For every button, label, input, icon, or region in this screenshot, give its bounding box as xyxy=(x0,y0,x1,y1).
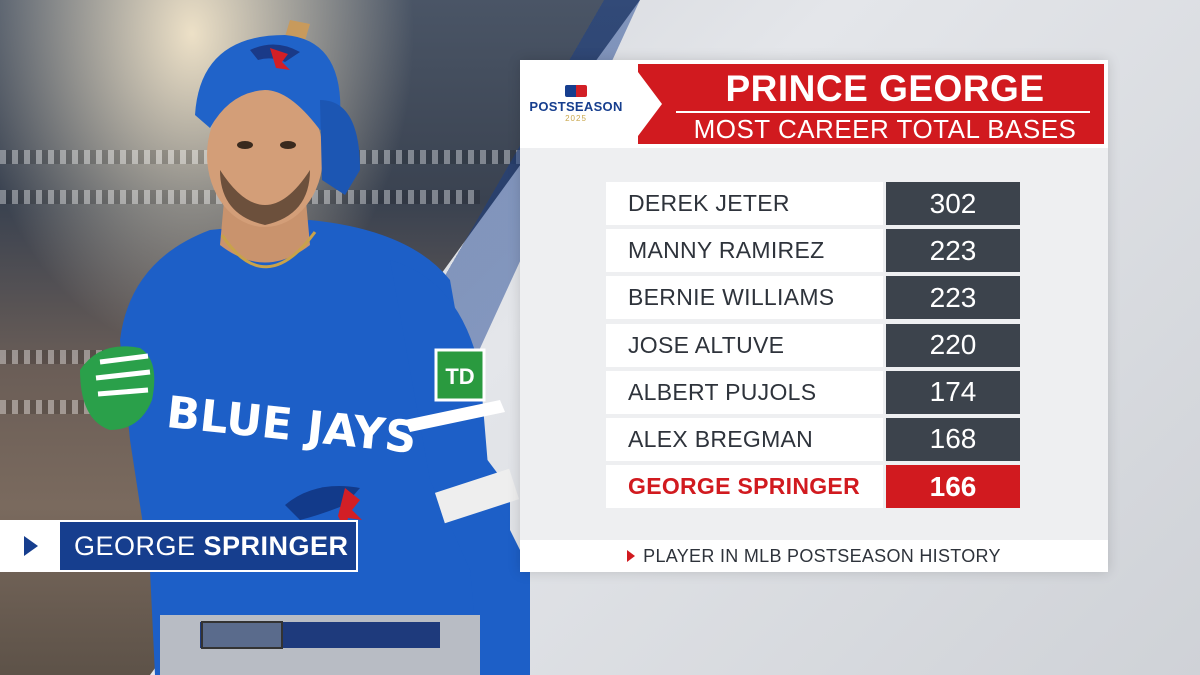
total-bases-value: 174 xyxy=(886,370,1020,414)
player-name: DEREK JETER xyxy=(606,182,883,225)
leaderboard: DEREK JETER 302 MANNY RAMIREZ 223 BERNIE… xyxy=(606,182,1020,512)
total-bases-value: 220 xyxy=(886,323,1020,367)
player-name: ALEX BREGMAN xyxy=(606,417,883,461)
total-bases-value: 223 xyxy=(886,229,1020,273)
mlb-logo-icon xyxy=(565,85,587,97)
player-first-name: GEORGE xyxy=(74,530,196,561)
player-last-name: SPRINGER xyxy=(203,530,349,561)
player-photo: TD BLUE JAYS xyxy=(80,20,530,675)
title-banner: PRINCE GEORGE MOST CAREER TOTAL BASES xyxy=(632,64,1104,144)
leaderboard-row: MANNY RAMIREZ 223 xyxy=(606,229,1020,273)
player-name-tag: GEORGE SPRINGER xyxy=(0,520,358,572)
player-name-bar: GEORGE SPRINGER xyxy=(60,522,356,570)
panel-footer: PLAYER IN MLB POSTSEASON HISTORY xyxy=(520,540,1108,572)
title-divider xyxy=(676,111,1090,113)
player-name: JOSE ALTUVE xyxy=(606,323,883,367)
footer-text: PLAYER IN MLB POSTSEASON HISTORY xyxy=(643,545,1001,566)
player-name: MANNY RAMIREZ xyxy=(606,229,883,273)
leaderboard-row: ALBERT PUJOLS 174 xyxy=(606,370,1020,414)
leaderboard-row: ALEX BREGMAN 168 xyxy=(606,417,1020,461)
player-name: GEORGE SPRINGER xyxy=(606,465,883,509)
total-bases-value: 168 xyxy=(886,417,1020,461)
postseason-logo: POSTSEASON 2025 xyxy=(520,60,632,148)
player-name: ALBERT PUJOLS xyxy=(606,370,883,414)
postseason-logo-text: POSTSEASON xyxy=(529,99,623,114)
postseason-logo-year: 2025 xyxy=(565,114,587,123)
leaderboard-row-highlighted: GEORGE SPRINGER 166 xyxy=(606,465,1020,509)
td-patch-text: TD xyxy=(445,364,474,389)
leaderboard-row: BERNIE WILLIAMS 223 xyxy=(606,276,1020,320)
graphic-subtitle: MOST CAREER TOTAL BASES xyxy=(693,114,1077,144)
total-bases-value: 166 xyxy=(886,465,1020,509)
chevron-right-icon xyxy=(2,522,60,570)
total-bases-value: 223 xyxy=(886,276,1020,320)
triangle-right-icon xyxy=(627,550,636,562)
graphic-title: PRINCE GEORGE xyxy=(725,68,1045,109)
leaderboard-row: JOSE ALTUVE 220 xyxy=(606,323,1020,367)
panel-header: POSTSEASON 2025 PRINCE GEORGE MOST CAREE… xyxy=(520,60,1108,148)
player-name: BERNIE WILLIAMS xyxy=(606,276,883,320)
leaderboard-row: DEREK JETER 302 xyxy=(606,182,1020,225)
total-bases-value: 302 xyxy=(886,182,1020,225)
stats-panel: POSTSEASON 2025 PRINCE GEORGE MOST CAREE… xyxy=(520,60,1108,572)
banner-arrow-icon xyxy=(632,64,662,144)
